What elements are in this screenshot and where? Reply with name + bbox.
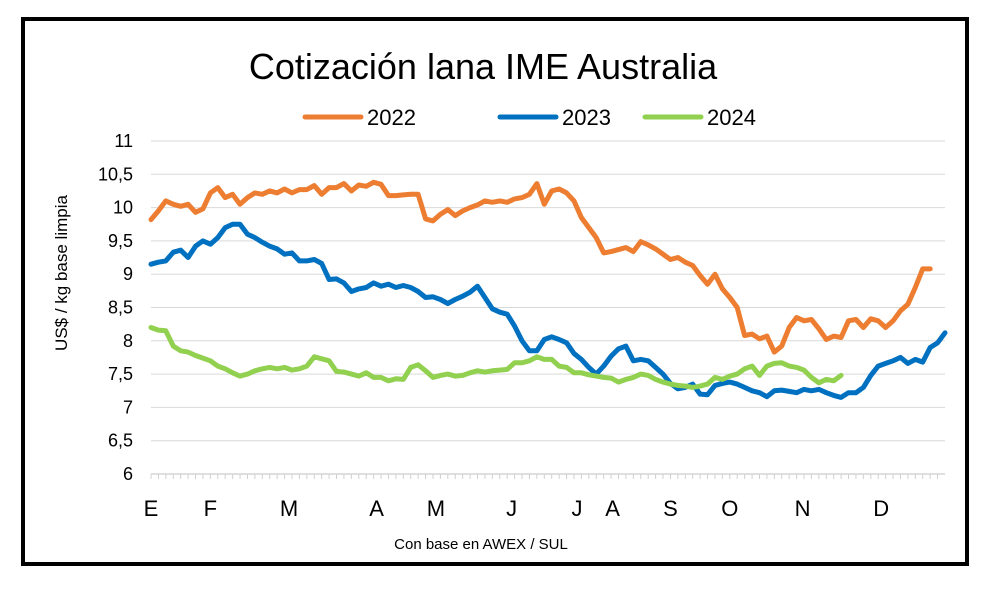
- x-tick-label: N: [795, 496, 811, 521]
- y-tick-label: 6,5: [108, 431, 133, 451]
- series-lines: [148, 179, 948, 400]
- y-tick-label: 9,5: [108, 231, 133, 251]
- x-tick-label: S: [663, 496, 678, 521]
- x-tick-label: A: [369, 496, 384, 521]
- y-tick-label: 6: [123, 464, 133, 484]
- y-tick-label: 7: [123, 397, 133, 417]
- y-tick-label: 8: [123, 331, 133, 351]
- series-line-2024: [148, 325, 844, 390]
- x-axis-label: Con base en AWEX / SUL: [394, 536, 568, 553]
- x-tick-label: O: [721, 496, 738, 521]
- x-tick-label: M: [427, 496, 445, 521]
- y-tick-label: 10: [113, 198, 133, 218]
- y-axis-label: US$ / kg base limpia: [52, 195, 71, 351]
- y-axis-ticks: 11 10,5 10 9,5 9 8,5 8 7,5 7 6,5 6: [98, 131, 133, 484]
- y-tick-label: 9: [123, 264, 133, 284]
- x-tick-label: J: [571, 496, 582, 521]
- x-tick-label: D: [873, 496, 889, 521]
- y-tick-label: 11: [114, 131, 133, 151]
- y-tick-label: 10,5: [98, 164, 133, 184]
- x-tick-label: A: [605, 496, 620, 521]
- chart-frame: Cotización lana IME Australia 2022 2023 20…: [21, 17, 969, 566]
- line-chart: Cotización lana IME Australia 2022 2023 20…: [52, 46, 948, 553]
- chart-title: Cotización lana IME Australia: [249, 46, 718, 87]
- y-tick-label: 7,5: [108, 364, 133, 384]
- legend-label-2023: 2023: [562, 105, 611, 130]
- series-line-2023: [148, 221, 948, 400]
- x-tick-label: E: [144, 496, 159, 521]
- x-tick-label: J: [506, 496, 517, 521]
- y-tick-label: 8,5: [108, 298, 133, 318]
- x-tick-label: M: [280, 496, 298, 521]
- x-tick-label: F: [204, 496, 217, 521]
- legend-label-2024: 2024: [707, 105, 756, 130]
- legend: 2022 2023 2024: [302, 105, 756, 130]
- series-line-2022: [148, 179, 933, 355]
- legend-label-2022: 2022: [367, 105, 416, 130]
